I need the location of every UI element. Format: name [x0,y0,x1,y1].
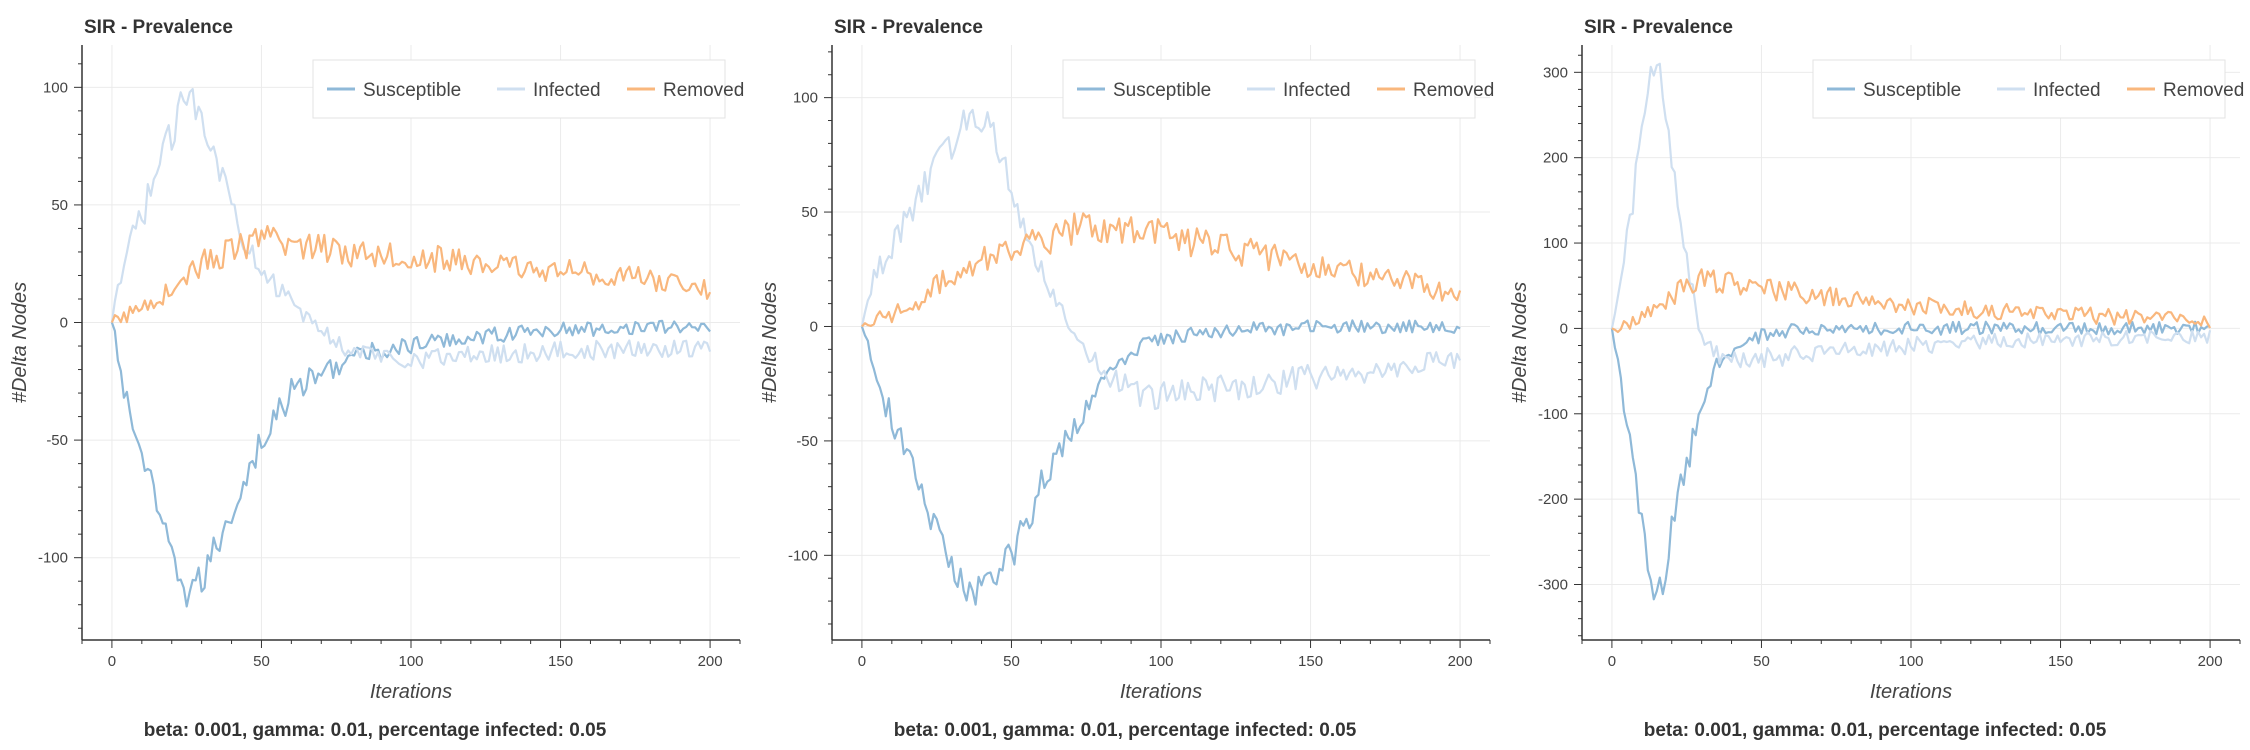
legend-label-susceptible: Susceptible [1113,80,1211,101]
x-tick-label: 0 [108,653,116,670]
y-tick-label: 0 [1560,320,1568,337]
x-tick-label: 0 [858,653,866,670]
series-line-removed [861,212,1462,328]
legend-label-infected: Infected [2033,80,2101,101]
x-axis-label: Iterations [370,681,452,703]
legend: Susceptible Infected Removed [312,59,744,119]
series-line-removed [110,225,712,324]
legend: Susceptible Infected Removed [1062,59,1494,119]
x-tick-label: 150 [1298,653,1323,670]
series-line-infected [860,108,1462,410]
legend-label-removed: Removed [2163,80,2244,101]
legend: Susceptible Infected Removed [1812,59,2244,119]
chart-panel-2: SIR - Prevalence 0 50 100 150 200 -100 -50 0 50 10… [750,0,1500,750]
legend-label-removed: Removed [1413,80,1494,101]
legend-label-susceptible: Susceptible [1863,80,1961,101]
series-group [110,87,712,608]
grid [1582,45,2240,640]
chart-title: SIR - Prevalence [1584,17,1733,38]
x-tick-label: 50 [253,653,270,670]
x-tick-label: 50 [1753,653,1770,670]
y-tick-label: -300 [1538,577,1568,594]
legend-label-infected: Infected [1283,80,1351,101]
x-tick-label: 100 [1148,653,1173,670]
y-axis-label: #Delta Nodes [9,282,31,403]
x-tick-label: 150 [2048,653,2073,670]
series-line-infected [110,87,712,370]
y-tick-label: 0 [60,315,68,332]
y-tick-label: 200 [1543,150,1568,167]
chart-title: SIR - Prevalence [84,17,233,38]
y-tick-label: 100 [43,79,68,96]
y-tick-label: -100 [38,550,68,567]
series-line-susceptible [110,319,711,608]
series-group [1610,62,2212,601]
y-tick-label: -200 [1538,491,1568,508]
y-axis-label: #Delta Nodes [1509,282,1531,403]
chart-svg-2: SIR - Prevalence 0 50 100 150 200 -100 -50 0 50 10… [759,17,1494,703]
legend-box [1062,59,1476,119]
y-tick-label: 50 [51,197,68,214]
x-tick-label: 100 [1898,653,1923,670]
x-tick-label: 50 [1003,653,1020,670]
legend-label-removed: Removed [663,80,744,101]
chart-panel-3: SIR - Prevalence 0 50 100 150 200 -300 -200 -100… [1500,0,2250,750]
chart-caption-3: beta: 0.001, gamma: 0.01, percentage inf… [1643,720,2107,741]
chart-panel-1: SIR - Prevalence 0 50 100 150 200 -100 -50 0 50 10… [0,0,750,750]
y-axis-label: #Delta Nodes [759,282,781,403]
y-tick-label: 0 [810,318,818,335]
y-tick-label: -50 [46,432,68,449]
y-tick-label: -100 [1538,406,1568,423]
x-tick-label: 200 [2198,653,2223,670]
x-tick-label: 200 [698,653,723,670]
x-axis-label: Iterations [1120,681,1202,703]
series-line-infected [1610,62,2212,369]
series-group [860,108,1462,606]
series-line-susceptible [860,319,1461,606]
legend-label-susceptible: Susceptible [363,80,461,101]
y-tick-label: -50 [796,433,818,450]
series-line-susceptible [1610,320,2211,601]
y-tick-label: 300 [1543,64,1568,81]
chart-title: SIR - Prevalence [834,17,983,38]
series-line-removed [1611,268,2212,334]
x-axis-label: Iterations [1870,681,1952,703]
x-tick-label: 100 [398,653,423,670]
chart-caption-1: beta: 0.001, gamma: 0.01, percentage inf… [143,720,607,741]
x-tick-label: 200 [1448,653,1473,670]
grid [82,45,740,640]
chart-svg-1: SIR - Prevalence 0 50 100 150 200 -100 -50 0 50 10… [9,17,744,703]
chart-svg-3: SIR - Prevalence 0 50 100 150 200 -300 -200 -100… [1509,17,2244,703]
legend-label-infected: Infected [533,80,601,101]
x-tick-label: 0 [1608,653,1616,670]
grid [832,45,1490,640]
chart-caption-2: beta: 0.001, gamma: 0.01, percentage inf… [893,720,1357,741]
x-tick-label: 150 [548,653,573,670]
y-tick-label: -100 [788,547,818,564]
y-tick-label: 100 [793,90,818,107]
y-tick-label: 100 [1543,235,1568,252]
y-tick-label: 50 [801,204,818,221]
